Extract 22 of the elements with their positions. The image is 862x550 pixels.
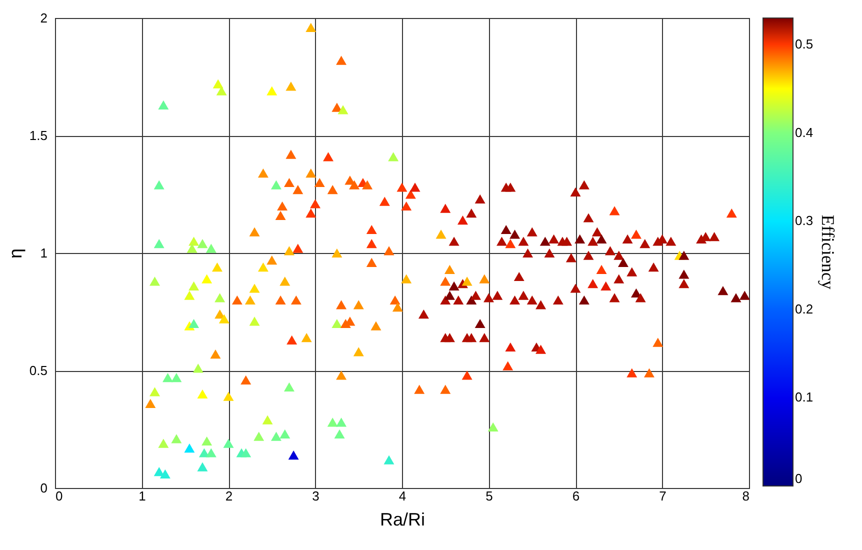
color-bar-label: 0.1 — [795, 390, 814, 405]
y-tick-label: 2 — [40, 10, 48, 26]
color-bar-label: 0.5 — [795, 36, 814, 52]
x-tick-label: 4 — [398, 488, 406, 504]
color-bar-label: 0 — [795, 471, 802, 486]
x-tick-label: 0 — [56, 488, 63, 504]
y-axis-title: η — [5, 248, 26, 259]
x-tick-label: 8 — [742, 488, 750, 504]
y-tick-label: 1.5 — [29, 128, 48, 143]
color-bar-label: 0.2 — [795, 301, 814, 316]
x-tick-label: 6 — [572, 488, 580, 504]
x-tick-label: 5 — [486, 488, 493, 504]
x-tick-label: 3 — [312, 488, 320, 504]
color-bar-title: Efficiency — [818, 214, 838, 290]
x-tick-label: 1 — [138, 488, 146, 504]
x-axis-title: Ra/Ri — [380, 510, 426, 530]
x-tick-label: 7 — [659, 488, 666, 504]
y-tick-label: 0.5 — [29, 363, 48, 378]
y-tick-label: 1 — [40, 246, 48, 260]
x-tick-label: 2 — [225, 488, 233, 504]
color-bar-label: 0.4 — [795, 124, 814, 140]
color-bar-label: 0.3 — [795, 213, 814, 228]
